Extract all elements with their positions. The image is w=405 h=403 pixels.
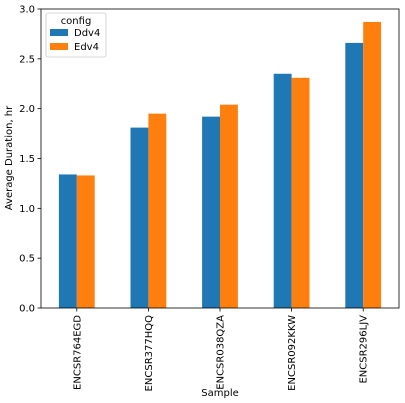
bar-edv4-encsr296ljv: [363, 21, 382, 309]
y-axis: 0.0 0.5 1.0 1.5 2.0 2.5 3.0: [19, 5, 41, 315]
x-axis: ENCSR764EGD ENCSR377HQQ ENCSR038QZA ENCSR09…: [72, 308, 370, 392]
bars-group: [58, 21, 382, 309]
y-tick-label: 0.0: [19, 304, 35, 315]
legend-swatch-edv4: [50, 43, 68, 50]
x-axis-label: Sample: [201, 388, 239, 399]
x-tick-label: ENCSR377HQQ: [144, 315, 155, 392]
x-tick-label: ENCSR038QZA: [216, 315, 227, 390]
x-tick-label: ENCSR296LJV: [359, 315, 370, 384]
bar-edv4-encsr038qza: [220, 104, 238, 309]
legend-label-edv4: Edv4: [74, 42, 99, 53]
bar-edv4-encsr764egd: [76, 175, 95, 308]
x-tick-label: ENCSR764EGD: [72, 315, 83, 390]
bar-ddv4-encsr038qza: [202, 116, 220, 308]
bar-ddv4-encsr377hqq: [130, 127, 149, 308]
x-tick-label: ENCSR092KKW: [287, 315, 298, 391]
y-tick-label: 1.5: [19, 154, 35, 165]
bar-ddv4-encsr296ljv: [345, 42, 364, 308]
bar-edv4-encsr092kkw: [291, 77, 310, 309]
legend-title: config: [61, 16, 92, 27]
bar-ddv4-encsr764egd: [58, 174, 77, 308]
y-tick-label: 3.0: [19, 5, 35, 16]
y-tick-label: 2.5: [19, 54, 35, 65]
y-tick-label: 1.0: [19, 204, 35, 215]
legend-label-ddv4: Ddv4: [74, 28, 100, 39]
y-tick-label: 0.5: [19, 254, 35, 265]
legend: config Ddv4 Edv4: [45, 12, 107, 58]
bar-ddv4-encsr092kkw: [273, 73, 292, 308]
bar-edv4-encsr377hqq: [148, 113, 167, 309]
plot-frame: [40, 8, 400, 309]
legend-swatch-ddv4: [50, 29, 68, 36]
y-axis-label: Average Duration, hr: [4, 105, 15, 210]
y-tick-label: 2.0: [19, 104, 35, 115]
